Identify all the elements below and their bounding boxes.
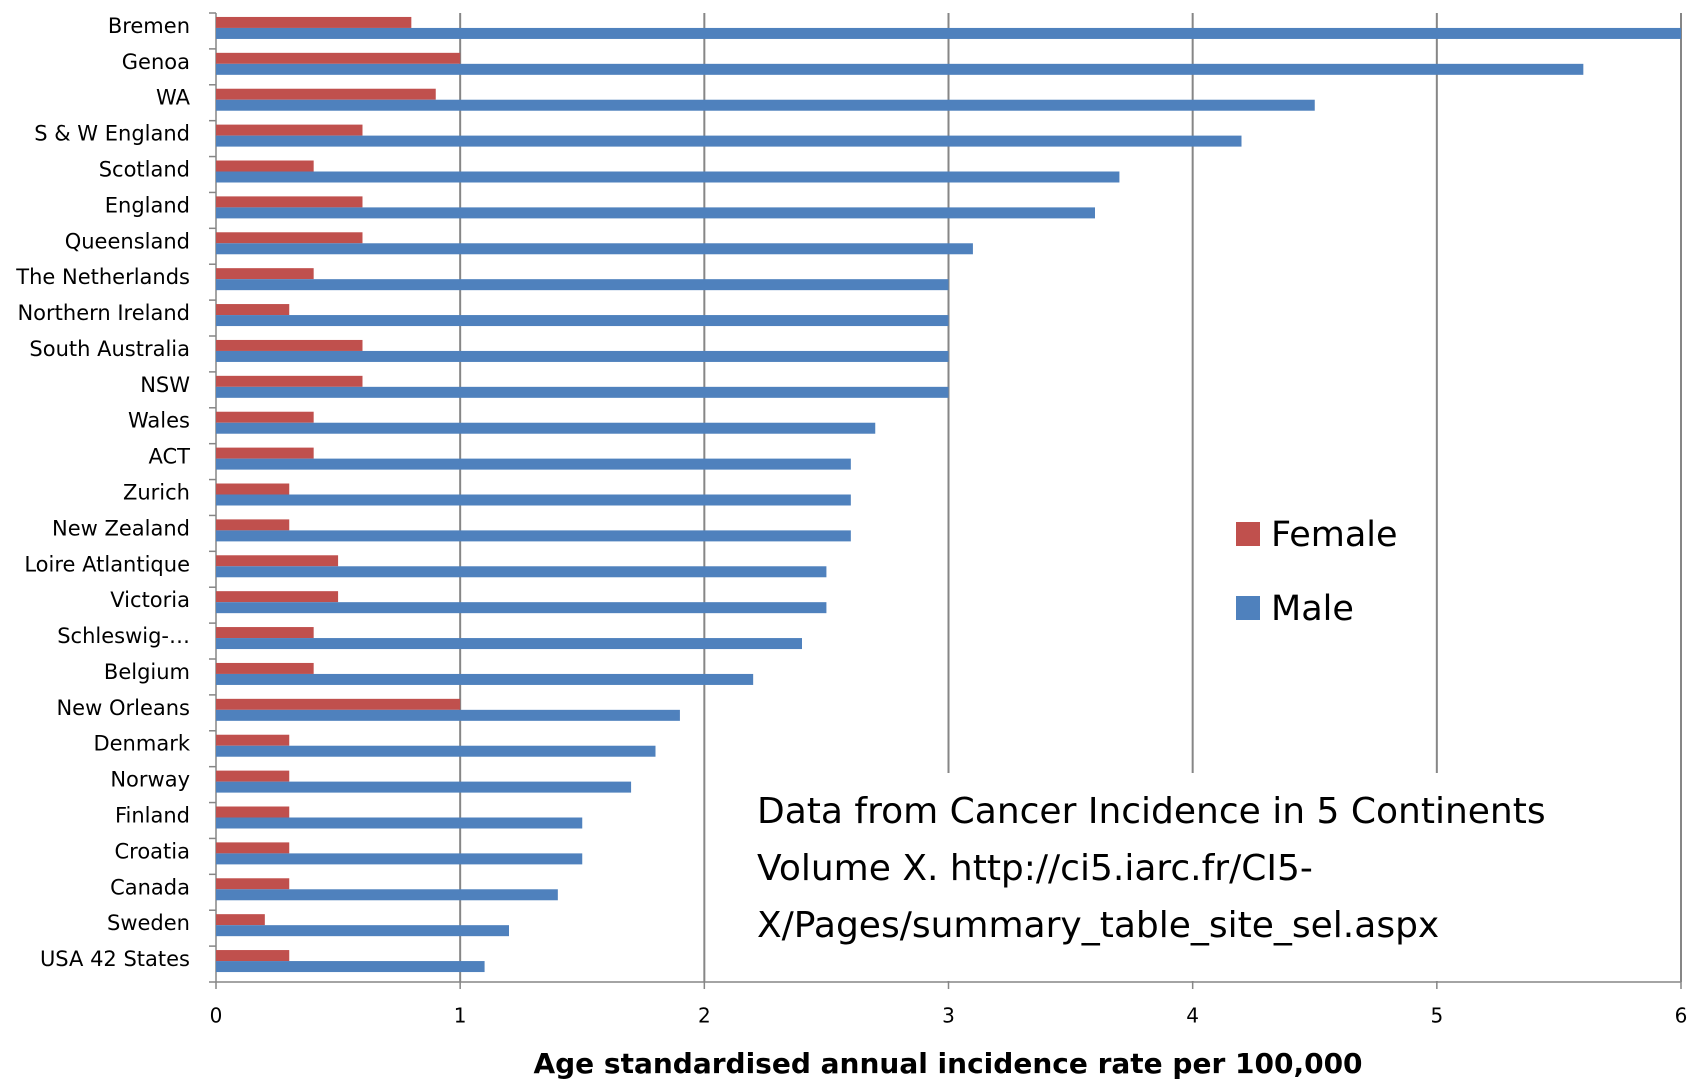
y-tick-label: Finland (115, 804, 190, 828)
y-tick-label: Schleswig-… (57, 624, 190, 648)
x-tick-label: 5 (1430, 1004, 1443, 1028)
bar (216, 698, 461, 710)
y-tick-label: Genoa (122, 50, 190, 74)
bar (216, 734, 290, 746)
bar (216, 447, 314, 459)
y-tick-label: Loire Atlantique (24, 552, 190, 576)
y-tick-label: Scotland (99, 158, 190, 182)
bar (216, 555, 339, 567)
y-tick-label: Zurich (123, 481, 190, 505)
legend-label: Female (1271, 515, 1398, 555)
bar (216, 602, 827, 614)
bar (216, 386, 949, 398)
bar (216, 315, 949, 327)
x-axis-title: Age standardised annual incidence rate p… (533, 1047, 1362, 1080)
y-tick-label: NSW (140, 373, 190, 397)
legend-label: Male (1271, 589, 1354, 629)
bar (216, 350, 949, 362)
y-tick-label: Northern Ireland (17, 301, 190, 325)
y-tick-label: Belgium (104, 660, 190, 684)
y-tick-label: Denmark (93, 732, 190, 756)
bar (216, 817, 583, 829)
bar (216, 196, 363, 208)
bar (216, 889, 558, 901)
y-tick-label: New Orleans (56, 696, 190, 720)
y-tick-label: WA (156, 86, 191, 110)
bar (216, 268, 314, 280)
bar (216, 16, 412, 28)
bar (216, 638, 802, 650)
bar (216, 627, 314, 639)
bar (216, 806, 290, 818)
annotation: X/Pages/summary_table_site_sel.aspx (757, 905, 1439, 946)
bar (216, 781, 632, 793)
y-tick-label: England (105, 193, 190, 217)
bar (216, 135, 1242, 147)
bar (216, 566, 827, 578)
bar (216, 745, 656, 757)
bar (216, 232, 363, 244)
bar (216, 878, 290, 890)
y-tick-label: Sweden (107, 911, 190, 935)
annotation: Volume X. http://ci5.iarc.fr/CI5- (757, 848, 1313, 889)
x-tick-label: 0 (210, 1004, 223, 1028)
bar (216, 494, 851, 506)
bar (216, 853, 583, 865)
bar (216, 422, 876, 434)
y-tick-label: Victoria (110, 588, 190, 612)
y-tick-label: Canada (110, 875, 190, 899)
x-tick-label: 3 (942, 1004, 955, 1028)
bar (216, 591, 339, 603)
bar (216, 914, 265, 926)
y-tick-label: Croatia (115, 839, 191, 863)
bar (216, 160, 314, 172)
bar (216, 662, 314, 674)
y-tick-label: USA 42 States (40, 947, 190, 971)
bar (216, 411, 314, 423)
y-tick-label: ACT (149, 445, 191, 469)
bar (216, 709, 680, 721)
bar (216, 124, 363, 136)
bar (216, 88, 436, 100)
bar (216, 375, 363, 387)
bar (216, 171, 1120, 183)
y-tick-label: Norway (110, 768, 190, 792)
y-tick-label: S & W England (34, 122, 190, 146)
legend-swatch (1236, 596, 1260, 620)
bar (216, 770, 290, 782)
legend-swatch (1236, 522, 1260, 546)
bar (216, 27, 1681, 39)
bar (216, 842, 290, 854)
bar (216, 530, 851, 542)
bar (216, 483, 290, 495)
bar (216, 243, 973, 255)
bar (216, 950, 290, 962)
x-tick-label: 2 (698, 1004, 711, 1028)
bar (216, 519, 290, 531)
bar (216, 961, 485, 973)
x-tick-label: 6 (1675, 1004, 1688, 1028)
bar (216, 279, 949, 291)
y-tick-label: The Netherlands (15, 265, 190, 289)
note-background (748, 773, 1668, 981)
bar (216, 458, 851, 470)
bar (216, 925, 509, 937)
bar (216, 339, 363, 351)
bar (216, 673, 754, 685)
x-tick-label: 1 (454, 1004, 467, 1028)
y-tick-label: Bremen (108, 14, 190, 38)
y-tick-label: Queensland (65, 229, 190, 253)
y-tick-label: South Australia (29, 337, 190, 361)
y-tick-label: New Zealand (52, 516, 190, 540)
annotation: Data from Cancer Incidence in 5 Continen… (757, 791, 1546, 832)
y-tick-label: Wales (128, 409, 190, 433)
bar (216, 63, 1584, 75)
bar (216, 304, 290, 316)
x-tick-label: 4 (1186, 1004, 1199, 1028)
bar (216, 207, 1095, 219)
bar (216, 52, 461, 64)
bar (216, 99, 1315, 111)
